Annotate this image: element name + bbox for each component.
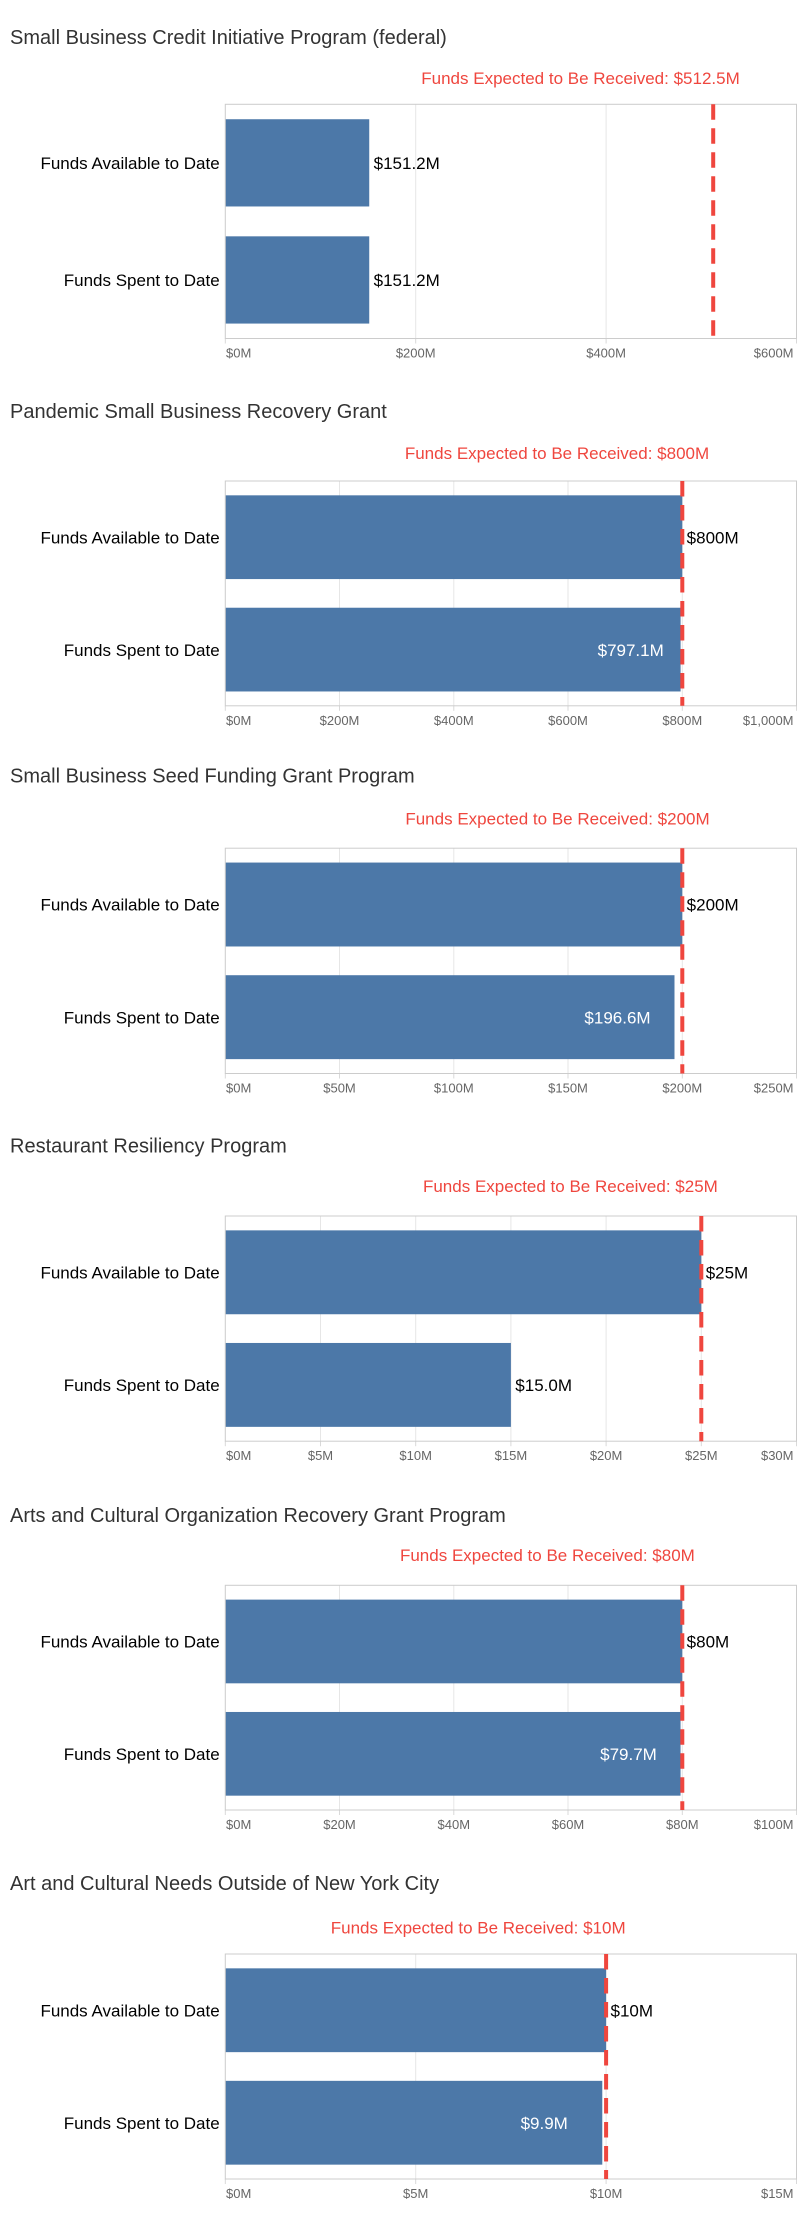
svg-text:$80M: $80M [687, 1633, 730, 1652]
svg-text:$400M: $400M [586, 346, 626, 361]
svg-text:Funds Expected to Be Received:: Funds Expected to Be Received: $200M [405, 810, 709, 829]
svg-text:$20M: $20M [323, 1817, 356, 1832]
svg-text:$50M: $50M [323, 1081, 356, 1096]
svg-text:Funds Expected to Be Received:: Funds Expected to Be Received: $800M [405, 444, 709, 463]
svg-text:Funds Available to Date: Funds Available to Date [40, 1633, 219, 1652]
svg-text:$0M: $0M [226, 1081, 251, 1096]
svg-text:$0M: $0M [226, 2186, 251, 2201]
svg-text:$10M: $10M [590, 2186, 623, 2201]
svg-text:$10M: $10M [611, 2001, 654, 2020]
svg-text:$60M: $60M [552, 1817, 585, 1832]
svg-text:Funds Spent to Date: Funds Spent to Date [64, 1745, 220, 1764]
svg-text:$5M: $5M [308, 1448, 333, 1463]
svg-text:$196.6M: $196.6M [584, 1008, 650, 1027]
svg-text:Funds Available to Date: Funds Available to Date [40, 896, 219, 915]
svg-text:Funds Spent to Date: Funds Spent to Date [64, 1008, 220, 1027]
svg-text:$5M: $5M [403, 2186, 428, 2201]
svg-text:$800M: $800M [662, 713, 702, 728]
svg-text:Funds Available to Date: Funds Available to Date [40, 528, 219, 547]
svg-text:$151.2M: $151.2M [374, 154, 440, 173]
svg-text:$0M: $0M [226, 713, 251, 728]
svg-text:$150M: $150M [548, 1081, 588, 1096]
svg-text:Funds Expected to Be Received:: Funds Expected to Be Received: $80M [400, 1546, 695, 1565]
svg-text:Funds Expected to Be Received:: Funds Expected to Be Received: $512.5M [421, 69, 739, 88]
svg-text:Restaurant Resiliency Program: Restaurant Resiliency Program [10, 1136, 287, 1158]
svg-text:Funds Spent to Date: Funds Spent to Date [64, 2114, 220, 2133]
svg-text:$10M: $10M [399, 1448, 432, 1463]
svg-text:$15.0M: $15.0M [515, 1376, 572, 1395]
svg-text:Small Business Credit Initiati: Small Business Credit Initiative Program… [10, 27, 447, 49]
svg-text:$9.9M: $9.9M [521, 2114, 568, 2133]
svg-text:Funds Available to Date: Funds Available to Date [40, 1264, 219, 1283]
svg-text:Arts and Cultural Organization: Arts and Cultural Organization Recovery … [10, 1505, 506, 1527]
svg-text:$0M: $0M [226, 346, 251, 361]
svg-text:$200M: $200M [396, 346, 436, 361]
svg-text:$1,000M: $1,000M [743, 713, 794, 728]
svg-text:$25M: $25M [706, 1264, 749, 1283]
svg-text:Funds Spent to Date: Funds Spent to Date [64, 641, 220, 660]
svg-text:$797.1M: $797.1M [598, 641, 664, 660]
svg-text:$100M: $100M [434, 1081, 474, 1096]
svg-text:Pandemic Small Business Recove: Pandemic Small Business Recovery Grant [10, 401, 387, 423]
svg-text:$400M: $400M [434, 713, 474, 728]
svg-text:$200M: $200M [320, 713, 360, 728]
svg-text:$15M: $15M [761, 2186, 794, 2201]
svg-text:$20M: $20M [590, 1448, 623, 1463]
svg-text:$200M: $200M [662, 1081, 702, 1096]
svg-text:$0M: $0M [226, 1448, 251, 1463]
svg-text:$600M: $600M [754, 346, 794, 361]
svg-text:Funds Spent to Date: Funds Spent to Date [64, 1376, 220, 1395]
svg-text:Funds Expected to Be Received:: Funds Expected to Be Received: $10M [331, 1918, 626, 1937]
svg-text:Funds Available to Date: Funds Available to Date [40, 2001, 219, 2020]
svg-text:$30M: $30M [761, 1448, 794, 1463]
svg-text:$25M: $25M [685, 1448, 718, 1463]
svg-text:$80M: $80M [666, 1817, 699, 1832]
svg-text:$0M: $0M [226, 1817, 251, 1832]
svg-text:$200M: $200M [687, 896, 739, 915]
svg-text:$15M: $15M [495, 1448, 528, 1463]
svg-text:Funds Spent to Date: Funds Spent to Date [64, 271, 220, 290]
svg-text:$250M: $250M [754, 1081, 794, 1096]
svg-text:Funds Expected to Be Received:: Funds Expected to Be Received: $25M [423, 1177, 718, 1196]
svg-text:$151.2M: $151.2M [374, 271, 440, 290]
svg-text:$40M: $40M [438, 1817, 471, 1832]
svg-text:$600M: $600M [548, 713, 588, 728]
svg-text:$79.7M: $79.7M [600, 1745, 657, 1764]
svg-text:$800M: $800M [687, 528, 739, 547]
svg-text:Funds Available to Date: Funds Available to Date [40, 154, 219, 173]
svg-text:Art and Cultural Needs Outside: Art and Cultural Needs Outside of New Yo… [10, 1873, 439, 1895]
svg-text:$100M: $100M [754, 1817, 794, 1832]
svg-text:Small Business Seed Funding Gr: Small Business Seed Funding Grant Progra… [10, 766, 415, 788]
